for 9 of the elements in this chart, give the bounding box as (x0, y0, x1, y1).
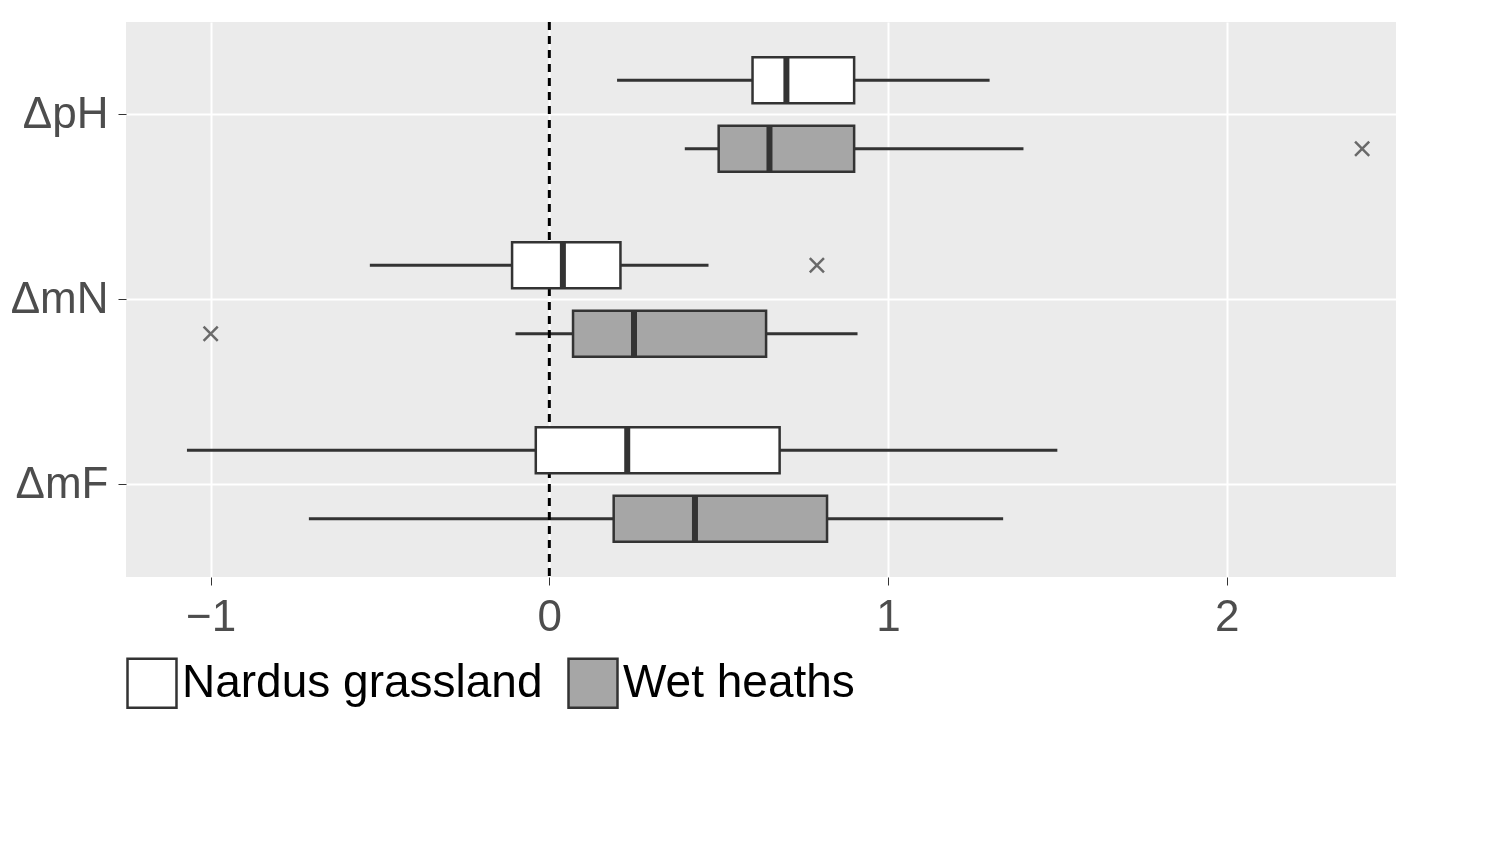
x-tick-label: 1 (876, 590, 901, 640)
y-tick-label: ΔmN (10, 272, 109, 322)
y-tick-label: ΔmF (15, 457, 109, 507)
legend-label: Wet heaths (623, 655, 855, 708)
x-tick-label: −1 (186, 590, 237, 640)
legend-label: Nardus grassland (182, 655, 543, 708)
x-tick-label: 0 (537, 590, 563, 640)
x-tick-label: 2 (1214, 590, 1240, 640)
y-tick-label: ΔpH (22, 87, 109, 137)
